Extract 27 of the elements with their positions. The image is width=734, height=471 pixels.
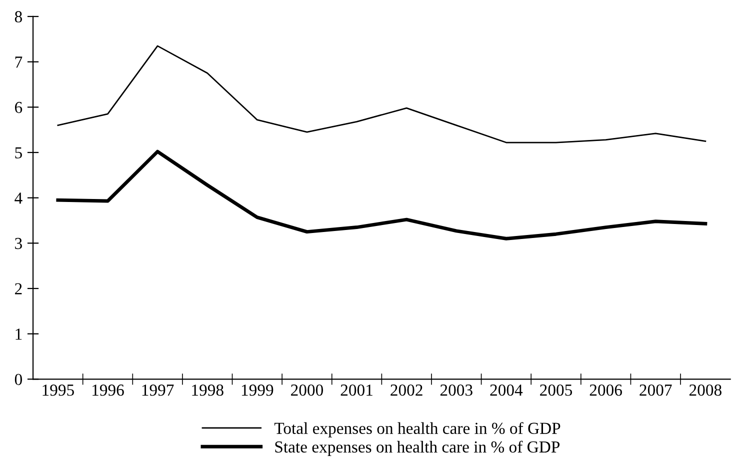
- x-tick-label: 1995: [42, 384, 74, 396]
- x-tick-label: 2007: [640, 384, 672, 396]
- legend-label: State expenses on health care in % of GDP: [275, 440, 560, 456]
- x-tick-label: 1999: [242, 384, 274, 396]
- x-tick-label: 2004: [490, 384, 523, 396]
- line-series: [57, 45, 706, 144]
- x-tick-label: 2006: [590, 384, 622, 396]
- x-tick-label: 2001: [340, 384, 372, 396]
- y-tick-label: 7: [15, 56, 22, 68]
- x-tick-label: 2003: [440, 384, 472, 396]
- x-tick-label: 1997: [142, 384, 174, 396]
- y-tick-label: 3: [15, 238, 22, 250]
- y-tick-label: 2: [15, 283, 22, 294]
- legend-label: Total expenses on health care in % of GDP: [274, 422, 560, 438]
- x-tick-label: 1998: [192, 384, 224, 396]
- line-series: [56, 150, 708, 240]
- x-tick-label: 2000: [291, 384, 323, 396]
- x-tick-label: 2008: [689, 384, 722, 396]
- y-tick-label: 1: [16, 328, 22, 340]
- x-tick-label: 2002: [390, 384, 422, 396]
- x-tick-label: 2005: [540, 384, 572, 396]
- y-tick-label: 4: [14, 192, 22, 204]
- y-tick-label: 0: [14, 374, 22, 386]
- y-tick-label: 6: [14, 102, 22, 114]
- y-tick-label: 8: [14, 11, 22, 22]
- y-tick-label: 5: [15, 147, 22, 158]
- x-tick-label: 1996: [92, 384, 124, 396]
